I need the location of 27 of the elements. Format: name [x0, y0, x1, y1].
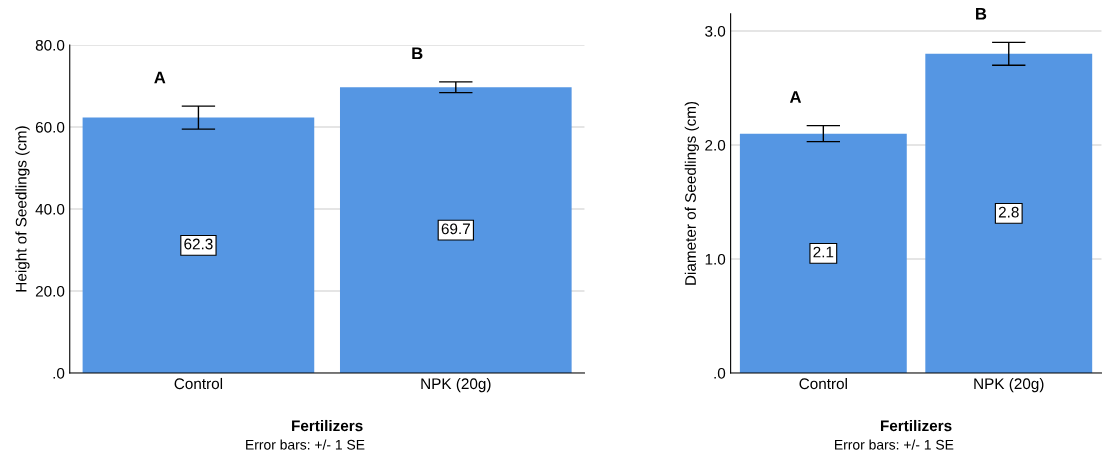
- y-tick-label: 80.0: [35, 39, 65, 51]
- y-axis-title: Diameter of Seedlings (cm): [684, 101, 699, 285]
- y-tick-label: .0: [53, 367, 65, 379]
- x-tick-label: NPK (20g): [421, 377, 491, 393]
- annotation: B: [976, 8, 987, 20]
- x-tick-label: Control: [799, 377, 847, 390]
- text: Error bars: +/- 1 SE: [246, 439, 365, 450]
- x-axis-title: Fertilizers: [292, 419, 363, 432]
- data-label: 2.1: [813, 246, 834, 258]
- y-tick-label: 60.0: [35, 121, 65, 133]
- y-tick-label: 20.0: [35, 285, 65, 297]
- y-tick-label: 1.0: [705, 253, 726, 265]
- data-label: 69.7: [441, 223, 470, 235]
- y-axis-title: Height of Seedlings (cm): [15, 126, 30, 292]
- x-axis-title: Fertilizers: [880, 419, 952, 432]
- annotation: A: [154, 71, 166, 84]
- data-label: 62.3: [184, 238, 213, 250]
- annotation: A: [789, 91, 802, 103]
- y-tick-label: .0: [714, 367, 726, 379]
- x-tick-label: Control: [174, 377, 223, 390]
- y-tick-label: 40.0: [35, 203, 65, 215]
- text: Error bars: +/- 1 SE: [835, 439, 954, 450]
- data-label: 2.8: [998, 206, 1019, 218]
- x-tick-label: NPK (20g): [974, 377, 1044, 393]
- annotation: B: [412, 47, 423, 60]
- y-tick-label: 2.0: [705, 139, 726, 151]
- y-tick-label: 3.0: [705, 25, 726, 37]
